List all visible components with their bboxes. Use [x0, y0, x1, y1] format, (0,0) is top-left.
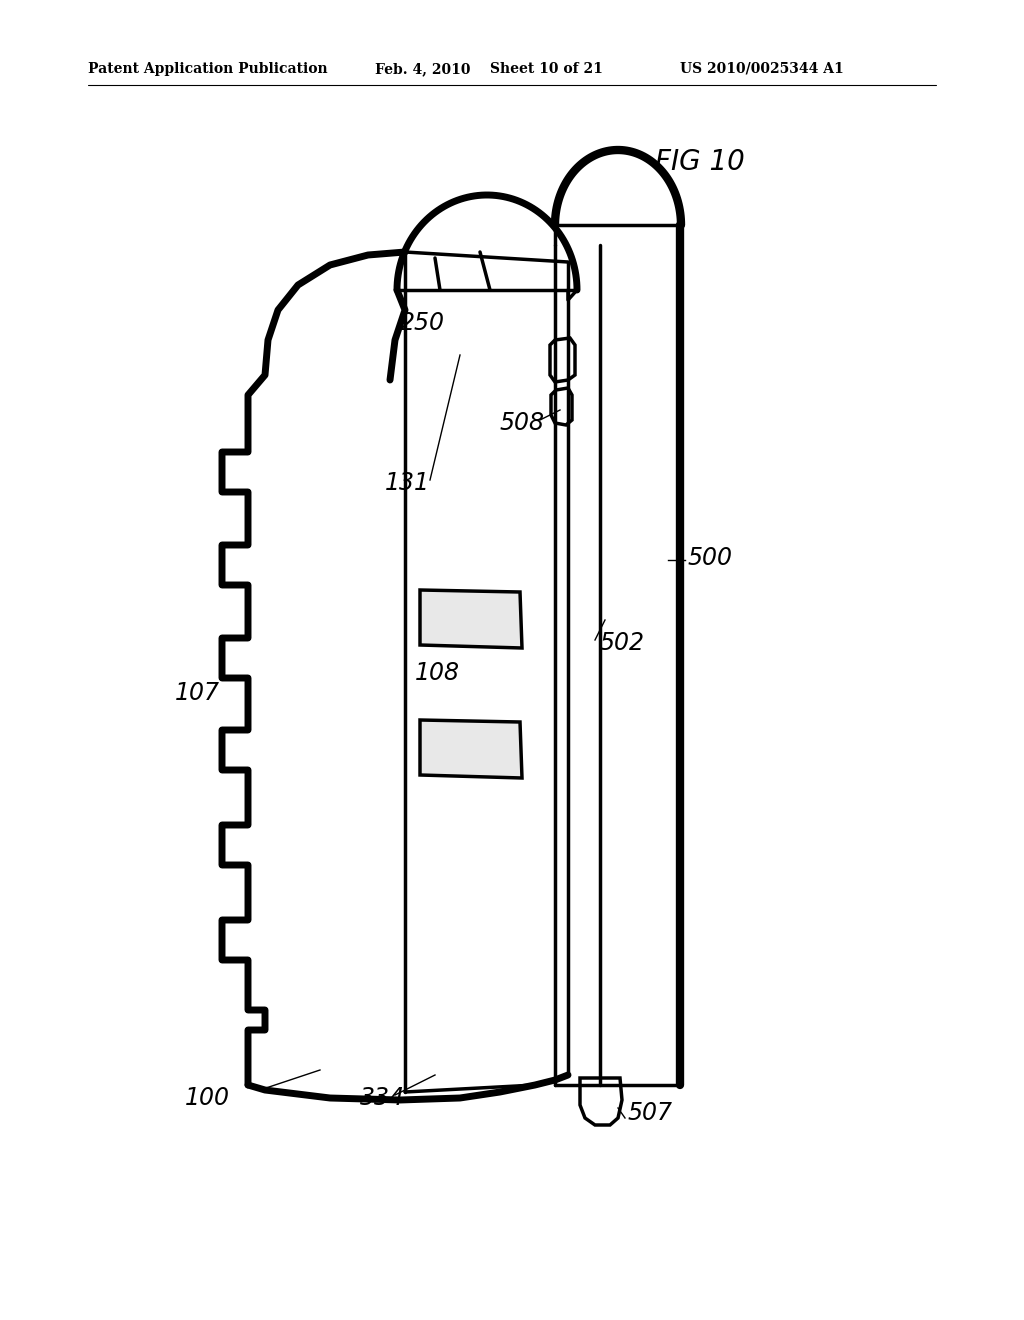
Text: 100: 100	[185, 1086, 230, 1110]
Text: 108: 108	[415, 661, 460, 685]
Text: 500: 500	[688, 546, 733, 570]
Text: 508: 508	[500, 411, 545, 436]
Text: 502: 502	[600, 631, 645, 655]
Text: Patent Application Publication: Patent Application Publication	[88, 62, 328, 77]
Text: 107: 107	[175, 681, 220, 705]
Polygon shape	[420, 590, 522, 648]
Text: FIG 10: FIG 10	[655, 148, 744, 176]
Text: 250: 250	[400, 312, 445, 335]
Polygon shape	[580, 1078, 622, 1125]
Text: US 2010/0025344 A1: US 2010/0025344 A1	[680, 62, 844, 77]
Polygon shape	[420, 719, 522, 777]
Text: Feb. 4, 2010: Feb. 4, 2010	[375, 62, 470, 77]
Text: Sheet 10 of 21: Sheet 10 of 21	[490, 62, 603, 77]
Text: 507: 507	[628, 1101, 673, 1125]
Text: 334: 334	[360, 1086, 406, 1110]
Text: 131: 131	[385, 471, 430, 495]
Polygon shape	[550, 338, 575, 381]
Polygon shape	[551, 388, 572, 425]
